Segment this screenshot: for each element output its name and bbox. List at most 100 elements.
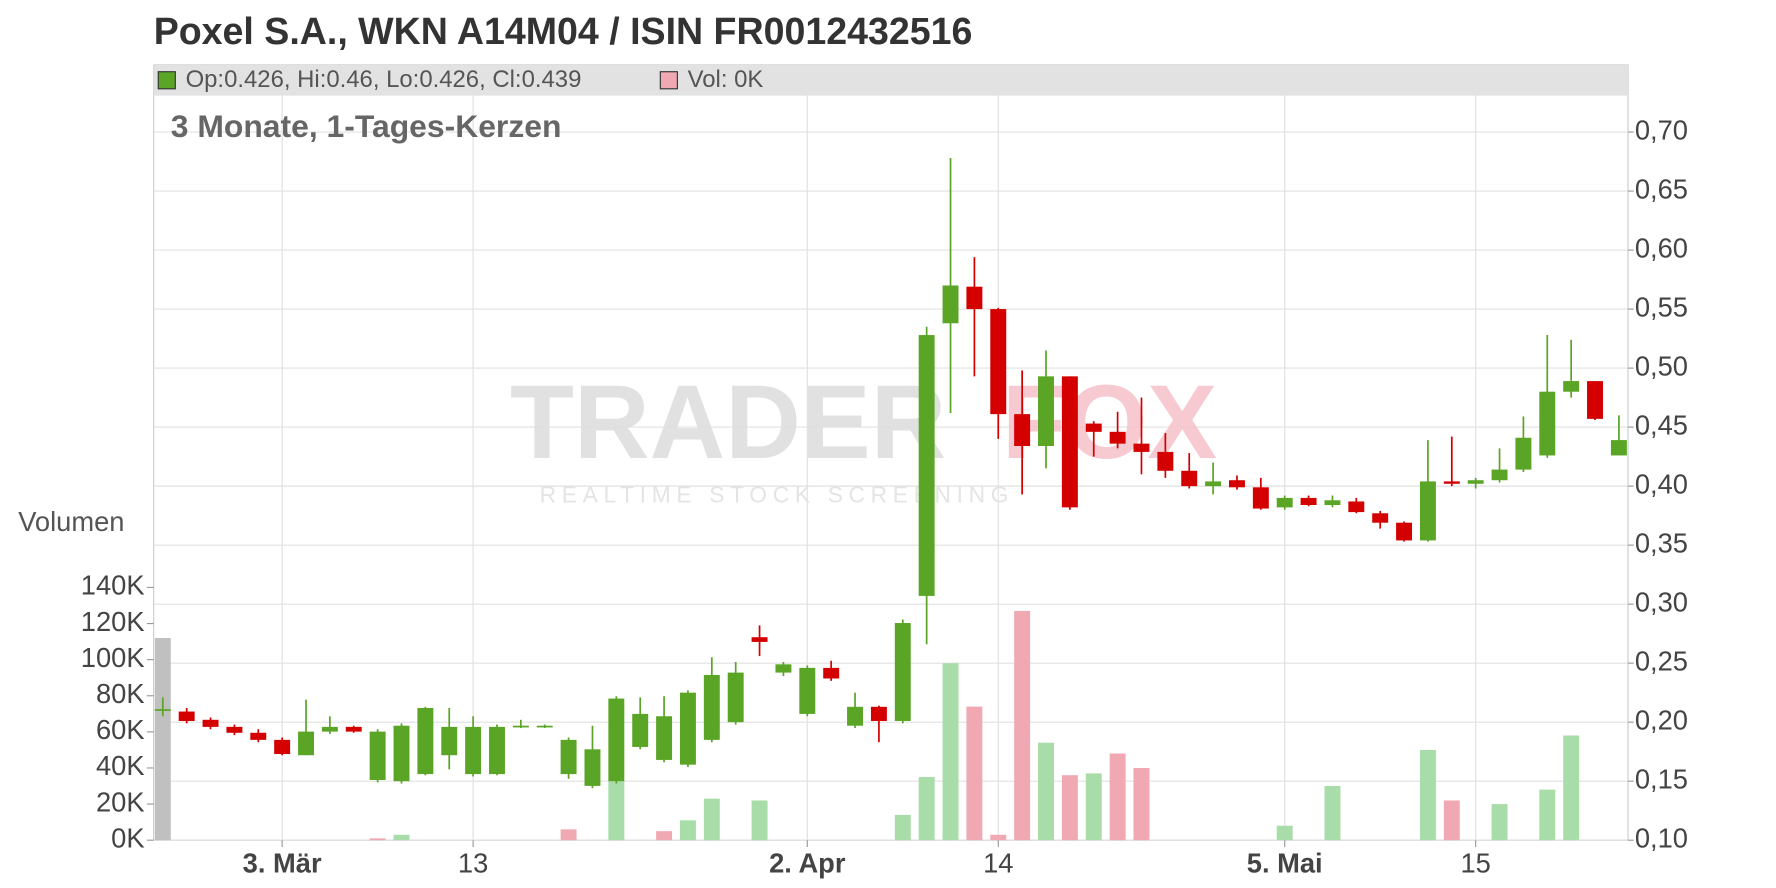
watermark-brand: TRADER xyxy=(510,364,946,481)
watermark-tagline: REALTIME STOCK SCREENING xyxy=(540,481,1015,507)
y-tick-label: 0,10 xyxy=(1635,822,1688,853)
y-tick-label: 0,35 xyxy=(1635,527,1688,558)
candle-body xyxy=(775,664,792,673)
candle-body xyxy=(321,726,338,732)
volume-bar xyxy=(966,706,983,841)
candle-body xyxy=(1276,497,1293,508)
candles xyxy=(154,158,1627,789)
candle-body xyxy=(1610,440,1627,456)
volume-bar xyxy=(703,798,720,841)
candle-body xyxy=(441,726,458,756)
x-tick-label: 15 xyxy=(1460,847,1490,878)
candle-body xyxy=(847,706,864,726)
candle-body xyxy=(608,698,625,782)
header-swatch xyxy=(157,71,176,90)
candle-body xyxy=(727,672,744,723)
candle-body xyxy=(1467,480,1484,484)
candle-body xyxy=(679,692,696,765)
candle-body xyxy=(560,739,577,775)
candle-body xyxy=(584,749,601,786)
x-tick-label: 14 xyxy=(983,847,1013,878)
candle-body xyxy=(751,637,768,642)
x-tick-label: 13 xyxy=(458,847,488,878)
candle-body xyxy=(966,286,983,310)
volume-tick-label: 0K xyxy=(111,822,144,853)
plot-frame xyxy=(153,64,1629,841)
volume-bar xyxy=(1324,786,1341,841)
volume-bar xyxy=(1085,773,1102,841)
candle-body xyxy=(226,726,243,733)
header-band xyxy=(153,64,1629,96)
y-tick-label: 0,65 xyxy=(1635,173,1688,204)
candle-body xyxy=(417,708,434,775)
watermark: TRADER FOX REALTIME STOCK SCREENING xyxy=(510,364,1217,507)
volume-tick-label: 80K xyxy=(96,678,145,709)
volume-bar xyxy=(942,663,959,841)
candle-body xyxy=(1014,414,1031,446)
candle-body xyxy=(154,709,171,711)
volume-bar xyxy=(1491,804,1508,841)
candle-body xyxy=(990,309,1007,415)
x-tick-label: 3. Mär xyxy=(243,847,322,878)
volume-bar xyxy=(894,814,911,841)
volume-tick-label: 120K xyxy=(81,606,145,637)
candle-body xyxy=(1419,481,1436,541)
volume-bar xyxy=(608,780,625,841)
y-tick-label: 0,40 xyxy=(1635,468,1688,499)
watermark-brand: FOX xyxy=(1002,364,1217,481)
y-tick-label: 0,70 xyxy=(1635,114,1688,145)
candle-body xyxy=(1348,501,1365,513)
volume-bar xyxy=(990,834,1007,841)
y-tick-label: 0,25 xyxy=(1635,645,1688,676)
candle-body xyxy=(703,674,720,740)
volume-bar xyxy=(1133,767,1150,841)
candle-body xyxy=(1061,376,1078,508)
volume-bar xyxy=(369,838,386,841)
candle-body xyxy=(632,713,649,747)
candle-body xyxy=(1443,481,1460,484)
candle-body xyxy=(1563,381,1580,392)
volume-bar xyxy=(560,829,577,841)
header-swatch xyxy=(659,71,678,90)
volume-tick-label: 140K xyxy=(81,570,145,601)
y-tick-label: 0,50 xyxy=(1635,350,1688,381)
volume-bar xyxy=(751,800,768,841)
candle-body xyxy=(512,725,529,728)
candle-body xyxy=(870,706,887,721)
candle-body xyxy=(1324,500,1341,506)
candle-body xyxy=(369,731,386,780)
candle-body xyxy=(1181,470,1198,487)
volume-bars xyxy=(154,610,1580,841)
x-tick-label: 2. Apr xyxy=(769,847,846,878)
candle-body xyxy=(1109,431,1126,444)
y-tick-label: 0,45 xyxy=(1635,409,1688,440)
volume-tick-label: 40K xyxy=(96,750,145,781)
candle-body xyxy=(799,667,816,714)
candle-body xyxy=(250,732,267,740)
candle-body xyxy=(942,285,959,324)
volume-bar xyxy=(1038,742,1054,841)
header-ohlc: Op:0.426, Hi:0.46, Lo:0.426, Cl:0.439 xyxy=(186,66,582,93)
candle-body xyxy=(1038,376,1054,446)
volume-bar xyxy=(1443,800,1460,841)
chart-title: Poxel S.A., WKN A14M04 / ISIN FR00124325… xyxy=(154,10,973,52)
candle-body xyxy=(1300,497,1317,506)
candle-body xyxy=(202,719,219,727)
axis-labels: 0,10 0,15 0,20 0,25 0,30 0,35 0,40 0,45 0,50 0,55… xyxy=(81,114,1688,878)
chart-subtitle: 3 Monate, 1-Tages-Kerzen xyxy=(171,108,562,144)
candle-body xyxy=(1372,513,1389,523)
y-tick-label: 0,20 xyxy=(1635,704,1688,735)
candle-body xyxy=(1587,381,1603,419)
candle-body xyxy=(1396,522,1413,541)
grid xyxy=(153,64,1628,841)
candle-body xyxy=(656,716,673,760)
volume-bar xyxy=(393,834,410,841)
volume-bar xyxy=(1563,735,1580,841)
candle-body xyxy=(465,726,482,775)
y-tick-label: 0,55 xyxy=(1635,291,1688,322)
volume-bar xyxy=(1419,749,1436,841)
candle-body xyxy=(823,667,840,679)
candle-body xyxy=(1252,487,1269,509)
